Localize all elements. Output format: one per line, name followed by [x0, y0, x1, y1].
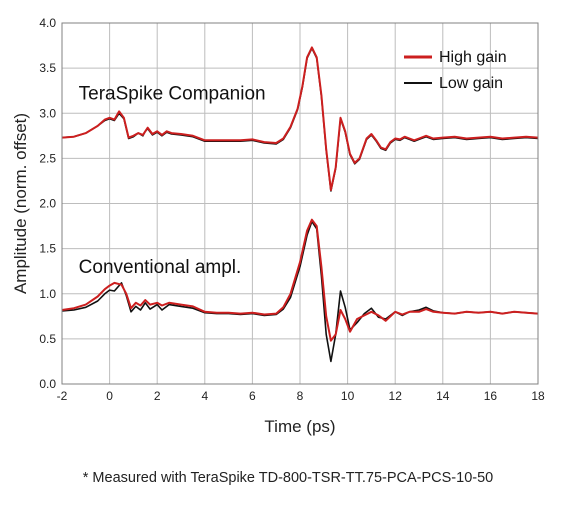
y-tick-label: 2.5 — [39, 151, 56, 165]
annotation-label: Conventional ampl. — [79, 257, 242, 278]
x-tick-label: 16 — [484, 389, 498, 403]
series-line — [61, 218, 539, 342]
footnote: * Measured with TeraSpike TD-800-TSR-TT.… — [82, 470, 494, 486]
x-axis-label: Time (ps) — [264, 417, 335, 436]
x-tick-label: 4 — [201, 389, 208, 403]
legend-label: High gain — [439, 49, 507, 66]
y-tick-label: 3.0 — [39, 106, 56, 120]
y-tick-label: 4.0 — [39, 16, 56, 30]
series-line — [61, 46, 539, 191]
y-tick-label: 0.0 — [39, 377, 56, 391]
y-tick-label: 3.5 — [39, 61, 56, 75]
series-layer — [61, 46, 539, 363]
legend: High gain Low gain — [404, 49, 507, 92]
y-tick-label: 1.5 — [39, 242, 56, 256]
x-tick-label: 2 — [154, 389, 161, 403]
x-tick-label: 12 — [389, 389, 403, 403]
annotation-label: TeraSpike Companion — [79, 84, 266, 105]
x-tick-label: 14 — [436, 389, 450, 403]
x-tick-label: 0 — [106, 389, 113, 403]
x-tick-label: -2 — [57, 389, 68, 403]
x-tick-label: 6 — [249, 389, 256, 403]
x-tick-label: 8 — [297, 389, 304, 403]
annotations: TeraSpike Companion Conventional ampl. — [79, 84, 266, 278]
y-axis-label: Amplitude (norm. offset) — [11, 113, 30, 294]
y-tick-label: 0.5 — [39, 332, 56, 346]
x-tick-label: 18 — [531, 389, 545, 403]
legend-label: Low gain — [439, 75, 503, 92]
x-tick-label: 10 — [341, 389, 355, 403]
tick-labels: -2 0 2 4 6 8 10 12 14 16 18 0.0 0.5 1.0 1.5 2.0 2.5 3.0 3.… — [39, 16, 545, 403]
y-tick-label: 2.0 — [39, 197, 56, 211]
y-tick-label: 1.0 — [39, 287, 56, 301]
plot-frame — [61, 22, 539, 385]
